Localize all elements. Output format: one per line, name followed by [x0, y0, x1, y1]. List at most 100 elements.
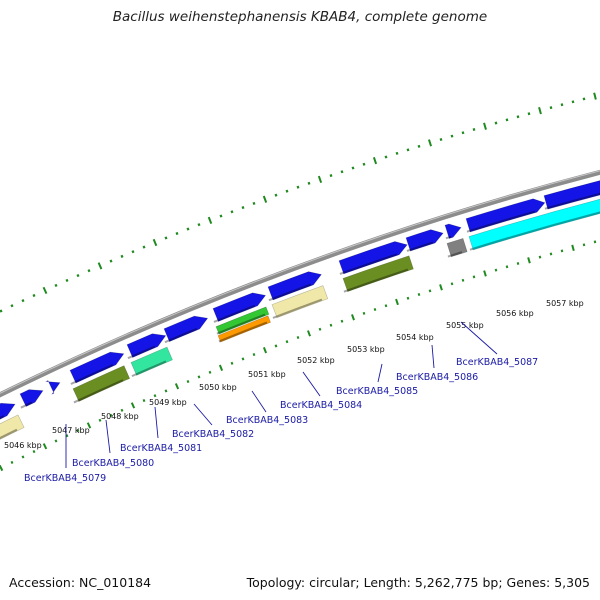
- inner-tick: [230, 361, 234, 365]
- outer-tick: [274, 193, 278, 197]
- gene-label: BcerKBAB4_5085: [336, 386, 418, 397]
- feature-olive-shade: [343, 268, 409, 293]
- outer-tick: [461, 131, 465, 135]
- feature-gray: [446, 238, 468, 258]
- inner-tick: [384, 304, 388, 308]
- inner-tick: [417, 293, 421, 297]
- gene-label: BcerKBAB4_5083: [226, 415, 308, 426]
- gene-label: BcerKBAB4_5086: [396, 372, 478, 383]
- inner-tick: [208, 370, 212, 374]
- cds-forward-arrow-shade: [268, 283, 312, 302]
- genome-summary: Topology: circular; Length: 5,262,775 bp…: [246, 575, 590, 590]
- outer-tick: [317, 175, 323, 184]
- cds-forward-arrow: [163, 315, 209, 343]
- feature-orange-shade: [218, 321, 268, 343]
- inner-tick: [153, 394, 157, 398]
- map-title: Bacillus weihenstephanensis KBAB4, compl…: [112, 9, 488, 25]
- inner-tick: [252, 353, 256, 357]
- gene-leader-line: [105, 419, 111, 454]
- inner-tick: [174, 383, 180, 390]
- inner-tick: [406, 296, 410, 300]
- cds-forward-arrow-shade: [127, 345, 156, 360]
- feature-mint-shade: [131, 360, 167, 378]
- inner-tick: [505, 265, 509, 269]
- outer-tick: [21, 299, 25, 303]
- cds-forward-arrow-shade: [213, 304, 256, 323]
- outer-tick: [186, 227, 190, 231]
- cds-forward-arrow-shade: [406, 241, 434, 252]
- outer-tick: [450, 134, 454, 138]
- inner-tick: [450, 282, 454, 286]
- kbp-tick-label: 5047 kbp: [52, 426, 90, 435]
- gene-leader-line: [251, 390, 267, 413]
- outer-tick: [549, 106, 553, 110]
- cds-forward-arrow-shade: [339, 253, 398, 275]
- outer-tick: [384, 155, 388, 159]
- inner-tick: [285, 340, 289, 344]
- gene-label: BcerKBAB4_5081: [120, 443, 202, 454]
- inner-tick: [516, 262, 520, 266]
- outer-tick: [262, 195, 268, 203]
- feature-olive: [342, 255, 414, 292]
- cds-forward-arrow: [69, 351, 125, 384]
- outer-tick: [538, 107, 542, 115]
- inner-tick: [351, 314, 355, 321]
- outer-tick: [329, 174, 333, 178]
- inner-tick: [318, 327, 322, 331]
- gene-leader-line: [154, 406, 159, 439]
- outer-tick: [472, 127, 476, 132]
- outer-tick: [252, 201, 256, 205]
- feature-cyan-shade: [469, 211, 600, 251]
- gene-leader-line: [460, 321, 498, 355]
- backbone-highlight: [0, 170, 600, 394]
- inner-tick: [0, 464, 4, 472]
- gene-leader-line: [193, 403, 213, 426]
- inner-tick: [130, 402, 136, 409]
- inner-tick: [65, 434, 69, 438]
- outer-tick: [560, 103, 564, 107]
- feature-gray-shade: [447, 251, 463, 258]
- outer-tick: [32, 293, 36, 298]
- feature-yellow: [0, 414, 25, 440]
- outer-tick: [219, 214, 223, 218]
- accession-label: Accession: NC_010184: [9, 575, 152, 590]
- inner-tick: [262, 347, 268, 354]
- inner-tick: [274, 344, 278, 348]
- kbp-tick-label: 5053 kbp: [347, 345, 385, 354]
- outer-tick: [428, 139, 432, 147]
- inner-tick: [54, 439, 58, 443]
- cds-forward-arrow: [0, 402, 16, 420]
- cds-forward-arrow-shade: [544, 192, 600, 210]
- kbp-tick-label: 5052 kbp: [297, 356, 335, 365]
- backbone: [0, 169, 600, 398]
- inner-tick: [109, 413, 113, 417]
- feature-olive-shade: [73, 379, 124, 404]
- gene-label: BcerKBAB4_5087: [456, 357, 538, 368]
- outer-tick: [362, 162, 366, 166]
- outer-tick: [42, 286, 48, 295]
- outer-tick: [65, 278, 69, 283]
- inner-tick: [241, 357, 245, 361]
- outer-tick: [76, 273, 80, 278]
- kbp-tick-label: 5054 kbp: [396, 333, 434, 342]
- gene-label: BcerKBAB4_5082: [172, 429, 254, 440]
- outer-tick: [406, 148, 410, 152]
- inner-tick: [98, 418, 102, 422]
- inner-tick: [461, 278, 465, 282]
- outer-tick: [152, 238, 158, 247]
- cds-forward-arrow: [267, 271, 322, 301]
- feature-green-shade: [216, 313, 266, 335]
- inner-tick: [32, 450, 36, 454]
- inner-tick: [560, 249, 564, 253]
- cds-forward-arrow: [19, 389, 44, 407]
- kbp-tick-label: 5057 kbp: [546, 299, 584, 308]
- feature-orange: [217, 315, 271, 343]
- outer-tick: [494, 121, 498, 125]
- inner-tick: [538, 255, 542, 259]
- kbp-tick-label: 5050 kbp: [199, 383, 237, 392]
- cds-forward-arrow-shade: [20, 401, 33, 409]
- feature-yellow: [271, 285, 329, 319]
- outer-tick: [296, 185, 300, 189]
- inner-tick: [197, 375, 201, 379]
- outer-tick: [109, 259, 113, 263]
